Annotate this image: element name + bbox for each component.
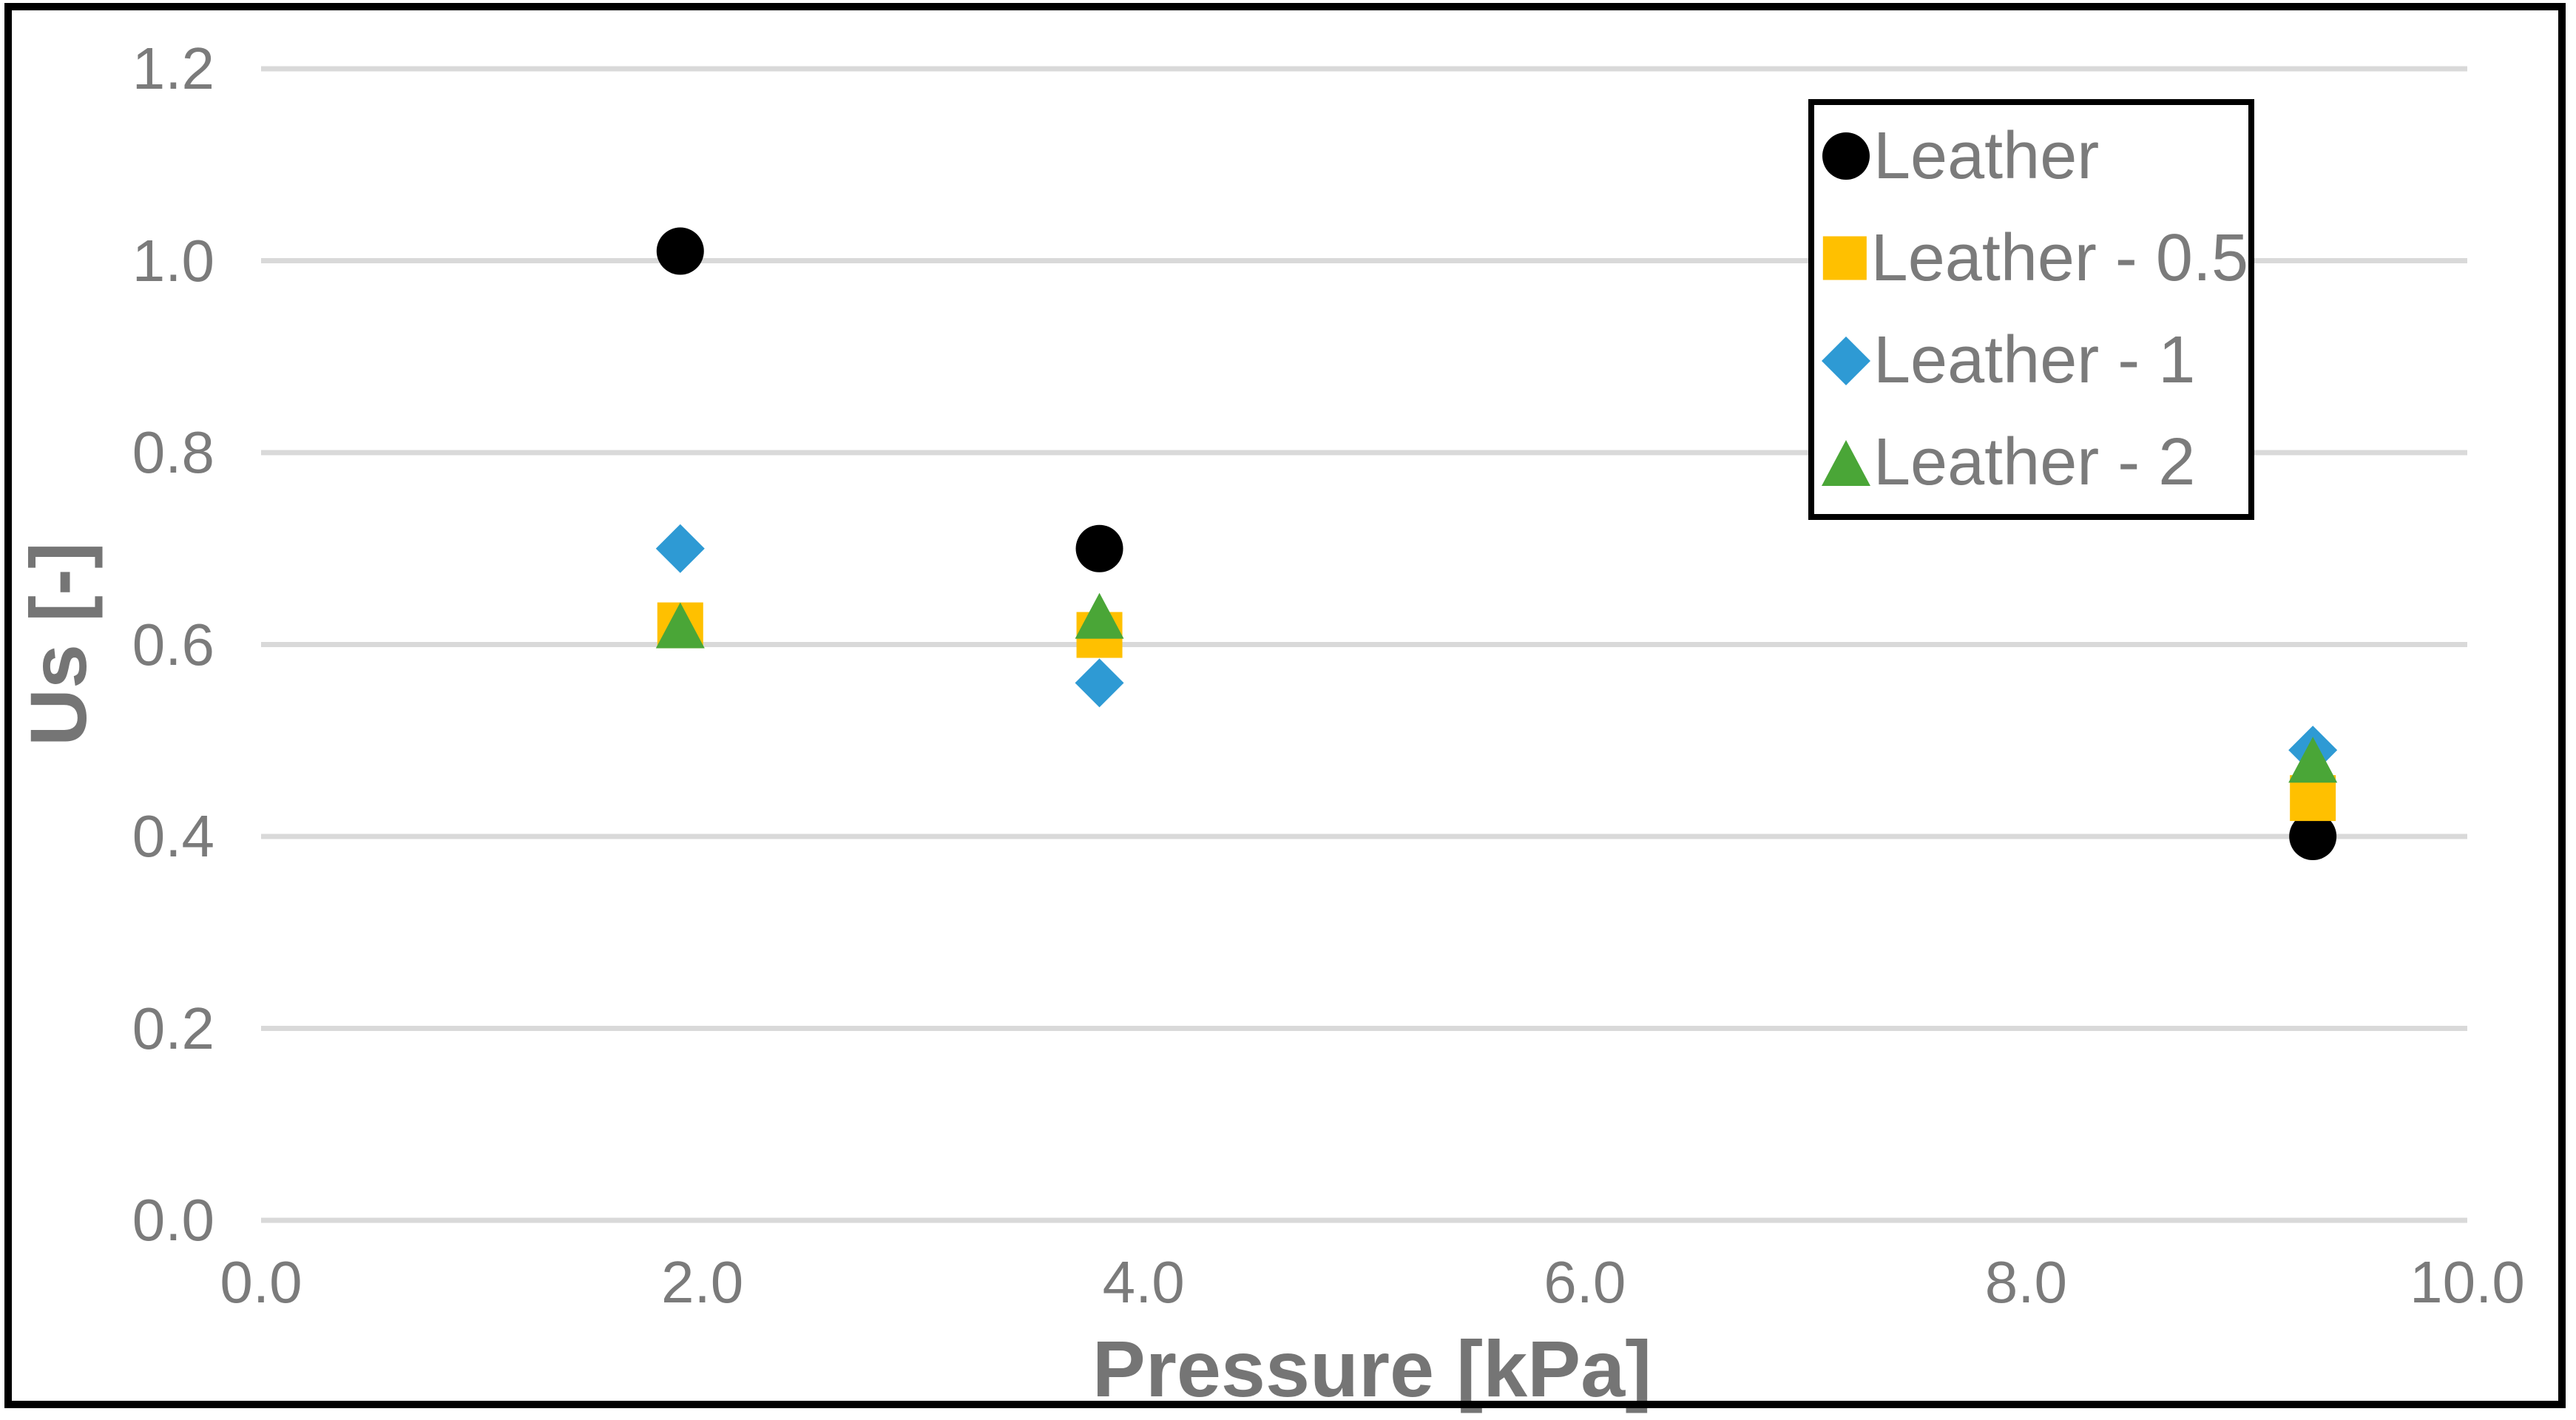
marker-leather-2-1 — [1075, 592, 1124, 639]
legend-diamond-icon — [1822, 336, 1870, 385]
y-tick-label-0.0: 0.0 — [132, 1187, 214, 1253]
marker-leather-0-5-legend-0 — [1822, 236, 1867, 280]
legend-circle-icon — [1822, 132, 1870, 180]
legend-item-leather: Leather — [1820, 105, 2248, 207]
y-tick-label-0.6: 0.6 — [132, 611, 214, 677]
legend-item-leather-1: Leather - 1 — [1820, 310, 2248, 412]
legend-item-leather-2: Leather - 2 — [1820, 412, 2248, 514]
legend-item-label: Leather - 1 — [1873, 323, 2196, 398]
y-tick-label-0.4: 0.4 — [132, 803, 214, 869]
chart-border — [4, 3, 2566, 1408]
marker-leather-0-5-2 — [2290, 775, 2336, 822]
marker-leather-0 — [656, 227, 704, 275]
marker-leather-1 — [1075, 524, 1123, 572]
x-tick-label-2.0: 2.0 — [660, 1249, 744, 1315]
y-tick-label-1.2: 1.2 — [132, 36, 214, 101]
marker-leather-2 — [2289, 813, 2337, 860]
marker-leather-1-0 — [655, 524, 705, 573]
marker-leather-2-0 — [655, 602, 705, 649]
x-tick-label-0.0: 0.0 — [220, 1249, 302, 1315]
x-axis-title: Pressure [kPa] — [1092, 1324, 1652, 1413]
y-tick-label-0.8: 0.8 — [132, 419, 214, 485]
legend-item-label: Leather - 2 — [1873, 425, 2196, 500]
x-tick-label-8.0: 8.0 — [1984, 1249, 2067, 1315]
y-tick-label-1.0: 1.0 — [132, 227, 214, 294]
legend-item-leather-0-5: Leather - 0.5 — [1820, 207, 2248, 309]
x-tick-label-10.0: 10.0 — [2410, 1249, 2525, 1315]
legend-item-label: Leather — [1873, 118, 2100, 193]
marker-leather-2-2 — [2288, 737, 2338, 783]
marker-leather-2-legend-0 — [1822, 439, 1870, 486]
y-tick-label-0.2: 0.2 — [132, 995, 214, 1061]
x-tick-label-6.0: 6.0 — [1544, 1249, 1626, 1315]
marker-leather-1-legend-0 — [1822, 336, 1870, 385]
x-tick-label-4.0: 4.0 — [1102, 1249, 1185, 1315]
legend-item-label: Leather - 0.5 — [1870, 220, 2248, 295]
marker-leather-1-1 — [1075, 658, 1124, 708]
legend-square-icon — [1822, 236, 1867, 280]
marker-leather-legend-0 — [1822, 132, 1870, 180]
legend-triangle-icon — [1822, 439, 1870, 486]
legend: Leather Leather - 0.5 Leather - 1 Leather -… — [1808, 99, 2254, 520]
